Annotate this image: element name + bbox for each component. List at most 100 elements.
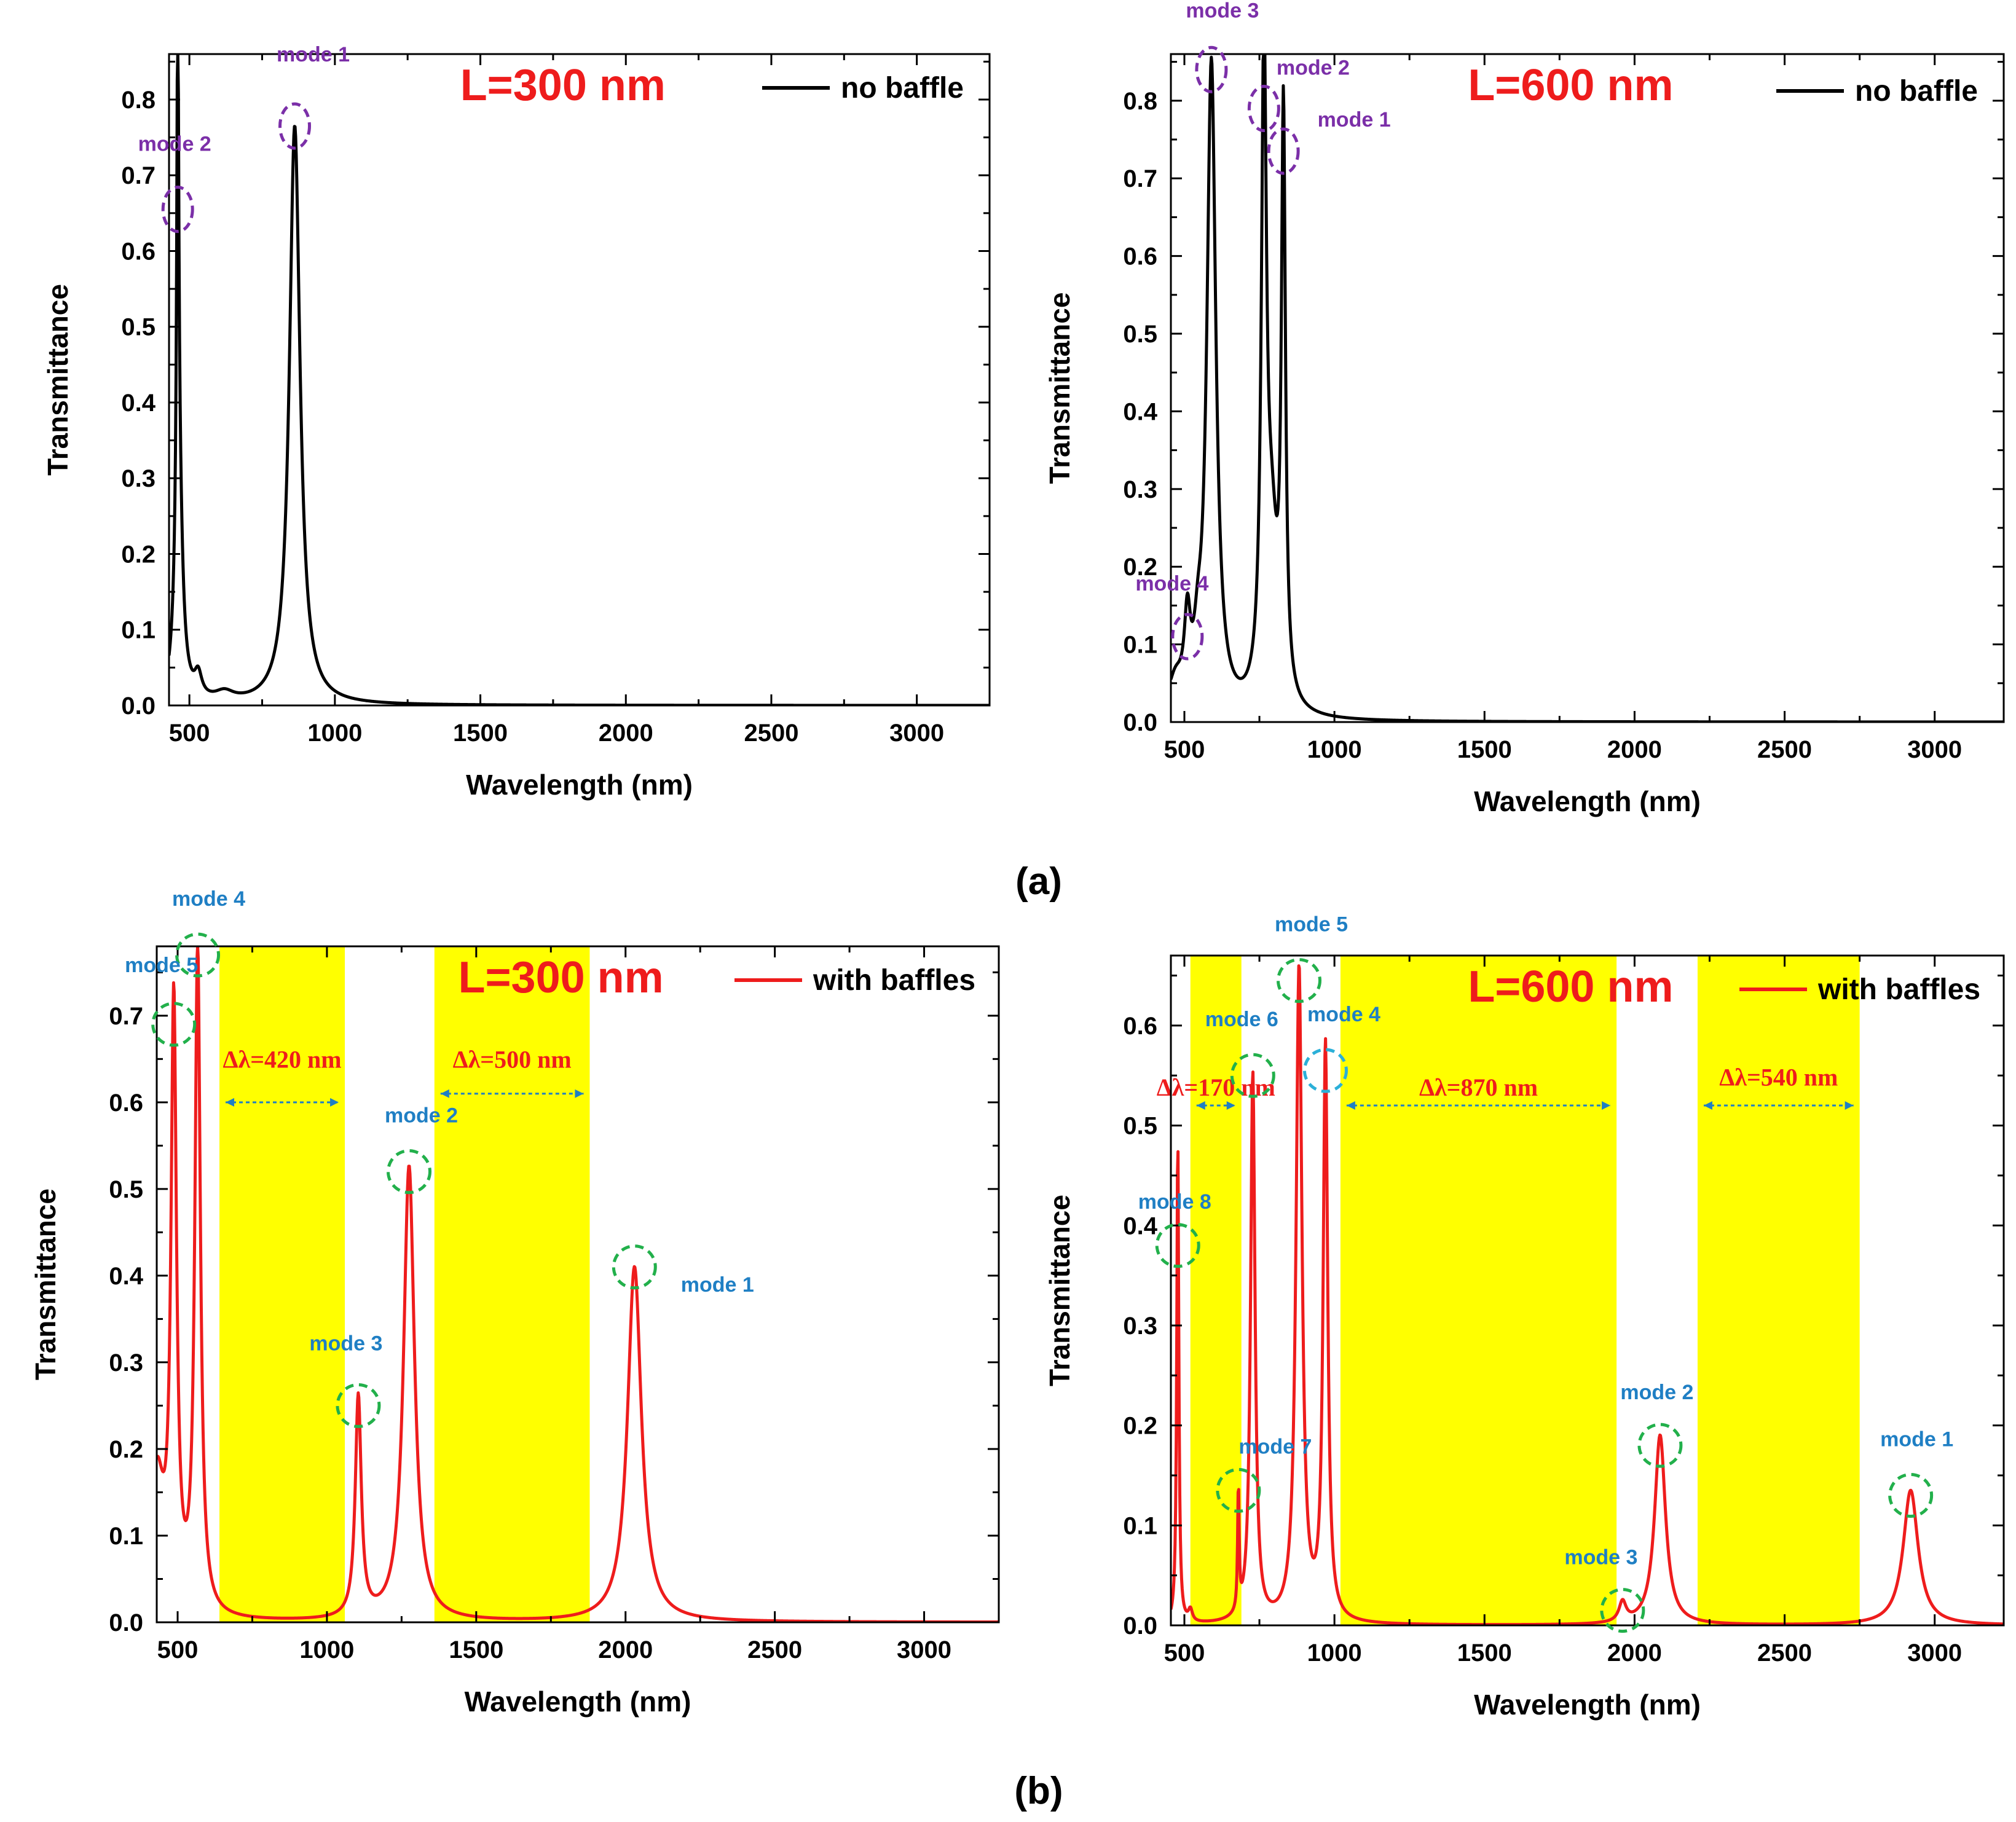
band-label-1: Δλ=420 nm bbox=[222, 1045, 341, 1073]
plot-title: L=300 nm bbox=[459, 953, 664, 1002]
mode-marker-circle bbox=[1195, 45, 1228, 93]
legend: no baffle bbox=[1776, 75, 1978, 108]
y-tick-label: 0.3 bbox=[109, 1349, 143, 1376]
y-tick-label: 0.3 bbox=[121, 465, 156, 492]
y-tick-label: 0.7 bbox=[121, 162, 156, 189]
y-axis-title: Transmittance bbox=[1044, 1195, 1076, 1386]
y-axis-title: Transmittance bbox=[30, 1188, 61, 1380]
y-tick-label: 0.1 bbox=[121, 617, 156, 644]
mode-marker-circle bbox=[175, 932, 221, 978]
x-tick-label: 2000 bbox=[598, 1636, 653, 1663]
mode-marker-circle bbox=[1600, 1588, 1645, 1633]
plot-title: L=300 nm bbox=[460, 61, 666, 110]
x-tick-label: 3000 bbox=[897, 1636, 951, 1663]
arrow-head-right-icon bbox=[575, 1089, 584, 1098]
x-tick-label: 3000 bbox=[1907, 736, 1962, 763]
mode-marker-circle bbox=[161, 186, 194, 234]
y-tick-label: 0.3 bbox=[1123, 476, 1157, 503]
mode-marker-circle bbox=[1247, 84, 1280, 132]
x-tick-label: 3000 bbox=[889, 720, 944, 747]
y-tick-label: 0.2 bbox=[109, 1436, 143, 1463]
x-tick-label: 2000 bbox=[1607, 736, 1662, 763]
band-arrow-3 bbox=[1703, 1101, 1854, 1110]
mode-label: mode 4 bbox=[1307, 1003, 1380, 1026]
mode-label: mode 8 bbox=[1138, 1190, 1211, 1214]
series-line-with-baffles bbox=[1171, 964, 2004, 1625]
x-tick-label: 1000 bbox=[1307, 736, 1362, 763]
arrow-head-right-icon bbox=[1845, 1101, 1854, 1110]
x-tick-label: 500 bbox=[1164, 1639, 1205, 1667]
mode-label: mode 4 bbox=[1135, 572, 1208, 595]
y-axis-title: Transmittance bbox=[42, 284, 74, 476]
x-axis-title: Wavelength (nm) bbox=[466, 769, 693, 801]
mode-marker-circle bbox=[1637, 1423, 1683, 1468]
plot-frame bbox=[156, 945, 1000, 1624]
x-tick-label: 1500 bbox=[449, 1636, 503, 1663]
mode-marker-circle bbox=[1302, 1048, 1348, 1093]
arrow-head-left-icon bbox=[1346, 1101, 1355, 1110]
y-tick-label: 0.0 bbox=[1123, 1612, 1157, 1639]
mode-label: mode 6 bbox=[1205, 1008, 1278, 1031]
x-tick-label: 2500 bbox=[1757, 736, 1812, 763]
y-tick-label: 0.5 bbox=[121, 314, 156, 341]
x-tick-label: 1500 bbox=[1457, 736, 1512, 763]
arrow-head-left-icon bbox=[440, 1089, 449, 1098]
mode-label: mode 1 bbox=[1318, 108, 1391, 132]
mode-marker-circle bbox=[1171, 613, 1204, 661]
x-tick-label: 2500 bbox=[1757, 1639, 1812, 1667]
x-tick-label: 1500 bbox=[453, 720, 508, 747]
y-tick-label: 0.8 bbox=[121, 87, 156, 114]
chart-panel-2: 500 1000 1500 2000 2500 3000 0.0 0.1 0.2 0.3 0.4 0.… bbox=[1044, 0, 2005, 817]
band-label-2: Δλ=500 nm bbox=[453, 1045, 572, 1073]
y-tick-label: 0.6 bbox=[1123, 243, 1157, 270]
y-tick-label: 0.5 bbox=[1123, 321, 1157, 348]
mode-marker-circle bbox=[1888, 1473, 1934, 1518]
y-axis-title: Transmittance bbox=[1044, 293, 1076, 484]
mode-marker-circle bbox=[1276, 958, 1321, 1003]
mode-label: mode 3 bbox=[1564, 1546, 1637, 1569]
y-tick-label: 0.1 bbox=[1123, 632, 1157, 659]
legend-label: with baffles bbox=[813, 964, 975, 997]
x-tick-label: 1500 bbox=[1457, 1639, 1512, 1667]
y-tick-label: 0.6 bbox=[1123, 1013, 1157, 1040]
x-axis-title: Wavelength (nm) bbox=[1474, 785, 1701, 817]
band-arrow-1 bbox=[226, 1098, 339, 1107]
plot-frame bbox=[1170, 954, 2005, 1627]
arrow-head-right-icon bbox=[1226, 1101, 1235, 1110]
stop-band-3 bbox=[1697, 956, 1860, 1625]
mode-label: mode 2 bbox=[1277, 56, 1350, 79]
stop-band-1 bbox=[219, 946, 345, 1622]
figure-label-b: (b) bbox=[1014, 1770, 1063, 1812]
arrow-head-right-icon bbox=[1602, 1101, 1611, 1110]
x-tick-label: 2500 bbox=[744, 720, 798, 747]
arrow-head-left-icon bbox=[226, 1098, 235, 1107]
band-arrow-2 bbox=[1346, 1101, 1611, 1110]
y-tick-label: 0.0 bbox=[121, 693, 156, 720]
mode-label: mode 1 bbox=[1880, 1428, 1953, 1451]
mode-marker-circle bbox=[1155, 1223, 1200, 1268]
x-tick-label: 1000 bbox=[307, 720, 362, 747]
mode-label: mode 3 bbox=[1186, 0, 1259, 22]
plot-frame bbox=[1170, 53, 2005, 723]
arrow-head-right-icon bbox=[330, 1098, 339, 1107]
mode-label: mode 3 bbox=[309, 1332, 382, 1355]
y-tick-label: 0.1 bbox=[109, 1523, 143, 1550]
legend-label: no baffle bbox=[1855, 75, 1978, 108]
mode-label: mode 5 bbox=[125, 954, 198, 977]
legend: with baffles bbox=[1739, 973, 1980, 1006]
x-tick-label: 500 bbox=[1164, 736, 1205, 763]
y-tick-label: 0.5 bbox=[1123, 1113, 1157, 1140]
y-tick-label: 0.4 bbox=[109, 1263, 143, 1290]
mode-label: mode 5 bbox=[1275, 913, 1348, 937]
x-axis-title: Wavelength (nm) bbox=[1474, 1689, 1701, 1721]
mode-label: mode 1 bbox=[277, 43, 350, 66]
stop-band-1 bbox=[1190, 956, 1242, 1625]
band-label-3: Δλ=540 nm bbox=[1719, 1063, 1838, 1091]
plot-title: L=600 nm bbox=[1468, 962, 1673, 1011]
mode-marker-circle bbox=[336, 1383, 381, 1428]
chart-panel-1: 500 1000 1500 2000 2500 3000 0.0 0.1 0.2 0.3 0.4 0.… bbox=[42, 43, 991, 801]
y-tick-label: 0.4 bbox=[121, 390, 156, 417]
arrow-head-left-icon bbox=[1703, 1101, 1712, 1110]
